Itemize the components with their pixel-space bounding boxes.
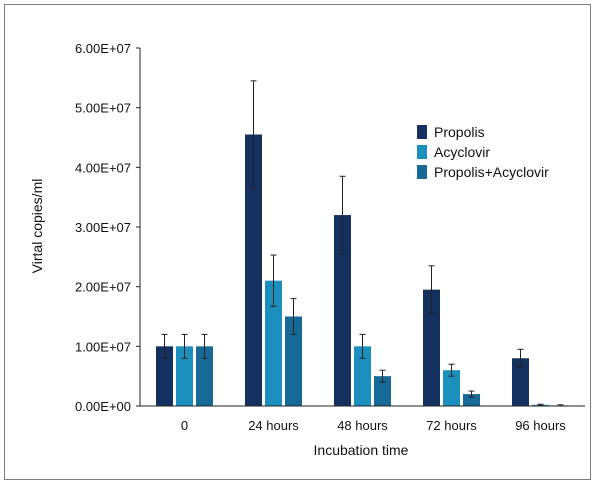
legend: Propolis Acyclovir Propolis+Acyclovir <box>417 124 549 180</box>
y-tick-label: 6.00E+07 <box>75 41 131 56</box>
x-axis-title: Incubation time <box>314 442 409 458</box>
bar-acyclovir-2 <box>354 346 371 406</box>
x-tick-label: 96 hours <box>515 418 566 433</box>
y-tick-label: 2.00E+07 <box>75 280 131 295</box>
y-tick-label: 3.00E+07 <box>75 220 131 235</box>
bar-propolis-0 <box>156 346 173 406</box>
legend-swatch <box>417 125 427 139</box>
legend-swatch <box>417 165 427 179</box>
bar-propolis-acyclovir-3 <box>463 394 480 406</box>
bar-propolis-acyclovir-2 <box>374 376 391 406</box>
y-tick-label: 0.00E+00 <box>75 399 131 414</box>
bar-propolis-2 <box>334 215 351 406</box>
bar-propolis-acyclovir-1 <box>285 316 302 406</box>
x-tick-label: 24 hours <box>248 418 299 433</box>
error-bars-group <box>161 80 564 407</box>
legend-label: Propolis+Acyclovir <box>434 164 549 180</box>
bar-acyclovir-0 <box>176 346 193 406</box>
y-tick-label: 4.00E+07 <box>75 160 131 175</box>
bar-acyclovir-1 <box>265 280 282 406</box>
x-tick-label: 0 <box>181 418 188 433</box>
bar-propolis-1 <box>245 134 262 406</box>
y-axis-ticks: 0.00E+00 1.00E+07 2.00E+07 3.00E+07 4.00E+07… <box>75 41 140 414</box>
legend-label: Propolis <box>434 124 485 140</box>
legend-swatch <box>417 145 427 159</box>
bar-propolis-acyclovir-0 <box>196 346 213 406</box>
x-tick-label: 48 hours <box>337 418 388 433</box>
legend-label: Acyclovir <box>434 144 490 160</box>
x-axis-ticks: 0 24 hours 48 hours 72 hours 96 hours <box>181 418 566 433</box>
y-tick-label: 5.00E+07 <box>75 101 131 116</box>
y-tick-label: 1.00E+07 <box>75 339 131 354</box>
bars-group <box>156 134 569 406</box>
bar-acyclovir-3 <box>443 370 460 406</box>
bar-propolis-3 <box>423 289 440 406</box>
x-tick-label: 72 hours <box>426 418 477 433</box>
bar-propolis-4 <box>512 358 529 406</box>
y-axis-title: Virtal copies/ml <box>29 179 45 274</box>
